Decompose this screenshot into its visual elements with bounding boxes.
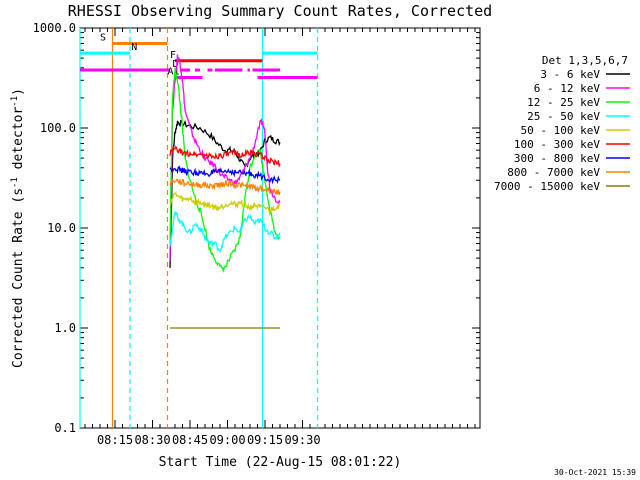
chart-title: RHESSI Observing Summary Count Rates, Co… [68, 2, 492, 20]
plot-frame [79, 27, 481, 429]
legend-entry: 3 - 6 keV [540, 68, 600, 81]
series-line [169, 145, 281, 168]
legend-entry: 25 - 50 keV [527, 110, 600, 123]
y-tick-label: 10.0 [47, 221, 76, 235]
series-line [169, 209, 281, 253]
y-tick-label: 0.1 [54, 421, 76, 435]
x-axis-label: Start Time (22-Aug-15 08:01:22) [159, 455, 402, 470]
flag-bar-label: S [100, 32, 106, 43]
series-line [169, 119, 281, 268]
legend-entry: 800 - 7000 keV [507, 166, 600, 179]
flag-bar-label: D [173, 59, 179, 70]
y-tick-label: 100.0 [40, 121, 76, 135]
timestamp: 30-Oct-2021 15:39 [554, 468, 636, 477]
flag-bar-label: N [131, 42, 137, 53]
x-tick-label: 09:15 [247, 433, 283, 447]
series-line [169, 165, 281, 185]
y-axis-label: Corrected Count Rate (s-1 detector-1) [10, 88, 26, 368]
legend-entry: 12 - 25 keV [527, 96, 600, 109]
flag-bar-label: F [170, 50, 176, 61]
tick-layer: 1000.0 100.0 10.0 1.0 0.1 08:15 08:30 08:45 09:0… [33, 21, 480, 447]
legend-entry: 50 - 100 keV [521, 124, 601, 137]
x-tick-label: 08:30 [134, 433, 170, 447]
x-tick-label: 08:45 [172, 433, 208, 447]
legend-title: Det 1,3,5,6,7 [542, 54, 628, 67]
y-tick-label: 1.0 [54, 321, 76, 335]
legend-entry: 6 - 12 keV [534, 82, 601, 95]
x-tick-label: 08:15 [97, 433, 133, 447]
series-line [169, 178, 281, 196]
legend-entry: 100 - 300 keV [514, 138, 600, 151]
flag-bar-label: A1 [168, 66, 180, 77]
x-tick-label: 09:00 [209, 433, 245, 447]
series-line [169, 192, 281, 213]
legend-entry: 300 - 800 keV [514, 152, 600, 165]
series-layer [169, 54, 281, 329]
legend-entry: 7000 - 15000 keV [494, 180, 600, 193]
x-tick-label: 09:30 [284, 433, 320, 447]
event-lines [79, 28, 319, 428]
series-line [169, 54, 281, 262]
y-tick-label: 1000.0 [33, 21, 76, 35]
